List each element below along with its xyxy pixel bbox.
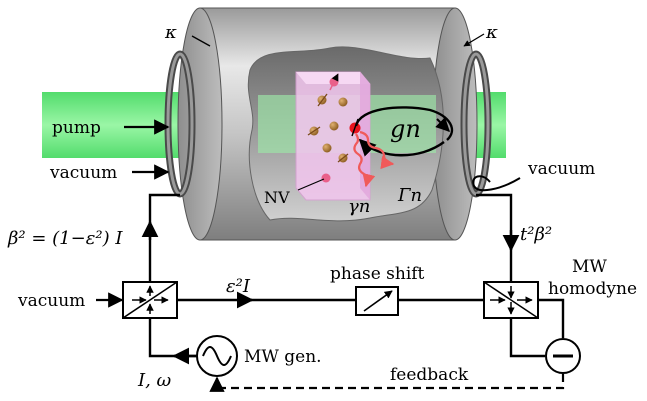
pump-label: pump bbox=[52, 118, 101, 138]
emission-waves bbox=[353, 130, 395, 188]
kappa-right-pointer bbox=[463, 33, 485, 47]
Gamma-n-label: Γn bbox=[397, 185, 422, 206]
spin-5 bbox=[329, 121, 339, 131]
vacuum-left-label: vacuum bbox=[49, 163, 117, 183]
spin-2 bbox=[317, 93, 328, 107]
phase-shift-label: phase shift bbox=[330, 264, 425, 284]
kappa-left-pointer bbox=[191, 35, 211, 47]
mw-generator bbox=[196, 335, 238, 377]
spin-4 bbox=[307, 126, 321, 136]
nv-diamond-crystal bbox=[295, 71, 371, 201]
spin-3 bbox=[338, 97, 348, 107]
phase-shifter bbox=[355, 286, 399, 316]
nv-leader bbox=[297, 178, 325, 191]
feedback-label: feedback bbox=[390, 365, 469, 385]
vacuum-right-label: vacuum bbox=[527, 159, 595, 179]
spin-7 bbox=[337, 153, 349, 163]
spin-8 bbox=[321, 173, 331, 183]
mw-homodyne-label-line2: homodyne bbox=[548, 279, 637, 299]
nv-spins bbox=[307, 73, 361, 183]
spin-1 bbox=[329, 73, 339, 91]
mw-homodyne-label-line1: MW bbox=[572, 257, 607, 277]
beam-splitter-left bbox=[122, 281, 178, 319]
nv-label: NV bbox=[264, 188, 290, 207]
epsilon-squared-I-label: ε²I bbox=[226, 276, 251, 297]
vacuum-bottom-label: vacuum bbox=[17, 291, 85, 311]
coupling-loop bbox=[354, 106, 453, 157]
gamma-n-label: γn bbox=[348, 196, 370, 217]
signal-wiring bbox=[141, 193, 565, 392]
difference-detector bbox=[545, 338, 581, 374]
I-omega-label: I, ω bbox=[137, 370, 172, 391]
kappa-left-label: κ bbox=[164, 22, 177, 43]
mw-gen-label: MW gen. bbox=[244, 347, 322, 367]
beta-squared-label: β² = (1−ε²) I bbox=[7, 228, 123, 249]
t-squared-beta-squared-label: t²β² bbox=[520, 224, 552, 245]
kappa-right-label: κ bbox=[485, 22, 498, 43]
homodyne-splitter bbox=[483, 281, 539, 319]
g-n-label: gn bbox=[390, 115, 421, 143]
spin-6 bbox=[322, 143, 332, 153]
